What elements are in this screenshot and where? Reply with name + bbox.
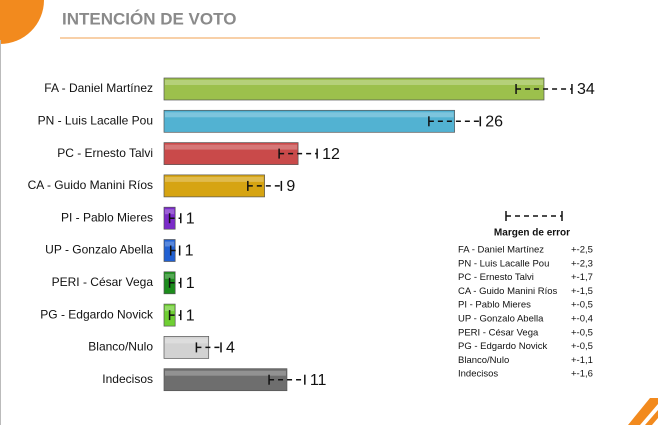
bottom-decoration [628,398,658,425]
legend-error: +-1,6 [571,369,593,380]
error-bar [168,277,182,288]
value-label: 26 [485,114,503,131]
value-label: 9 [286,178,295,195]
bar-highlight [165,273,175,279]
legend-name: PERI - César Vega [458,327,539,338]
error-bar [168,310,182,321]
category-label: Blanco/Nulo [88,340,153,354]
bar-highlight [165,241,175,247]
bar-highlight [165,306,175,312]
error-bar [195,342,222,353]
error-bar [278,148,318,159]
value-label: 11 [310,372,327,389]
category-label: PN - Luis Lacalle Pou [38,113,153,127]
error-legend-symbol [505,211,563,221]
bar-highlight [165,112,454,118]
legend-error: +-1,7 [571,272,593,283]
category-label: Indecisos [102,372,153,386]
value-label: 34 [577,81,595,98]
error-bar [428,116,482,127]
error-bar [169,245,181,256]
error-bar [268,374,306,385]
bar-highlight [165,338,208,344]
legend-name: Blanco/Nulo [458,355,509,366]
category-label: CA - Guido Manini Ríos [28,178,153,192]
legend-error: +-1,1 [571,355,593,366]
category-label: FA - Daniel Martínez [44,81,153,95]
value-label: 4 [226,340,235,357]
legend-error: +-0,5 [571,300,593,311]
bar-highlight [165,209,175,215]
legend-name: PG - Edgardo Novick [458,341,547,352]
error-bar [168,213,182,224]
legend-error: +-2,3 [571,258,593,269]
category-label: PG - Edgardo Novick [40,307,154,321]
legend-name: PI - Pablo Mieres [458,300,531,311]
legend-name: PN - Luis Lacalle Pou [458,258,549,269]
legend-name: PC - Ernesto Talvi [458,272,534,283]
error-bar [515,84,573,94]
chart-title: INTENCIÓN DE VOTO [62,9,236,28]
bar [163,174,265,198]
value-label: 1 [186,210,195,227]
bar-highlight [165,370,286,376]
legend-name: FA - Daniel Martínez [458,245,544,256]
bar-highlight [165,144,298,150]
legend-error: +-1,5 [571,286,593,297]
legend-title: Margen de error [494,228,570,239]
category-label: PERI - César Vega [52,275,154,289]
category-label: PC - Ernesto Talvi [57,146,153,160]
bar-highlight [165,176,264,182]
legend-name: CA - Guido Manini Ríos [458,286,558,297]
legend-error: +-0,4 [571,314,593,325]
bar [163,368,288,392]
category-label: PI - Pablo Mieres [61,210,153,224]
legend-error: +-0,5 [571,341,593,352]
legend-name: UP - Gonzalo Abella [458,314,544,325]
legend-error: +-0,5 [571,327,593,338]
error-bar [247,180,283,191]
value-label: 1 [186,275,195,292]
value-label: 1 [186,307,195,324]
value-label: 12 [322,146,340,163]
legend-name: Indecisos [458,369,498,380]
legend-error: +-2,5 [571,245,593,256]
category-label: UP - Gonzalo Abella [45,243,153,257]
value-label: 1 [185,243,194,260]
bar-highlight [165,80,543,85]
corner-decoration [0,0,44,44]
bar [163,109,455,133]
